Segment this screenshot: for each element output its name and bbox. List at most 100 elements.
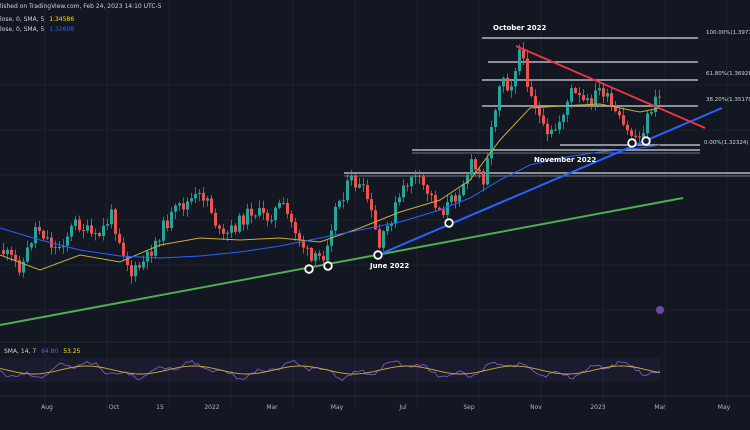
candle-body	[178, 203, 181, 206]
candle-body	[374, 210, 377, 230]
candle-body	[546, 123, 549, 135]
rsi-value-1: 64.80	[41, 348, 59, 355]
alert-icon	[656, 306, 664, 314]
candle-body	[318, 253, 321, 256]
candle-body	[534, 96, 537, 109]
candle-body	[450, 195, 453, 202]
candlestick-series	[2, 42, 661, 284]
candle-body	[322, 255, 325, 261]
x-tick-label: Mar	[654, 404, 666, 411]
candle-body	[262, 207, 265, 213]
candle-body	[506, 77, 509, 91]
candle-body	[642, 133, 645, 138]
candle-body	[310, 247, 313, 261]
candle-body	[346, 180, 349, 201]
candle-body	[614, 105, 617, 112]
candle-body	[70, 225, 73, 237]
candle-body	[650, 112, 653, 114]
candle-body	[198, 192, 201, 195]
touch-point-marker	[323, 261, 333, 271]
candle-body	[574, 88, 577, 93]
candle-body	[398, 197, 401, 203]
candle-body	[186, 201, 189, 210]
candle-body	[190, 198, 193, 202]
candle-body	[366, 185, 369, 200]
publish-text: lished on TradingView.com, Feb 24, 2023 …	[0, 3, 162, 10]
candle-body	[542, 115, 545, 124]
candle-body	[270, 220, 273, 222]
candle-body	[86, 225, 89, 231]
candle-body	[526, 58, 529, 87]
candle-body	[250, 208, 253, 216]
x-tick-label: Jul	[398, 404, 407, 411]
support-trendline	[0, 197, 684, 326]
candle-body	[518, 49, 521, 72]
candle-body	[578, 92, 581, 95]
candle-body	[98, 233, 101, 237]
candle-body	[94, 233, 97, 235]
candle-body	[278, 202, 281, 208]
x-tick-label: 2022	[204, 404, 219, 411]
touch-point-marker	[373, 250, 383, 260]
candle-body	[78, 219, 81, 231]
publish-line: lished on TradingView.com, Feb 24, 2023 …	[0, 3, 162, 10]
x-tick-label: Aug	[41, 404, 53, 411]
x-tick-label: Oct	[109, 404, 120, 411]
candle-body	[522, 49, 525, 59]
candle-body	[654, 96, 657, 113]
candle-body	[194, 194, 197, 199]
indicator-label: lose, 0, SMA, 5	[0, 26, 45, 33]
candle-body	[302, 240, 305, 248]
fib-level-label: 61.80%(1.36928)	[706, 71, 750, 77]
candle-body	[630, 130, 633, 136]
candle-body	[106, 224, 109, 226]
candle-body	[350, 175, 353, 181]
rising-trendline	[377, 107, 723, 256]
candle-body	[290, 213, 293, 223]
candle-body	[474, 159, 477, 170]
rsi-signal-line	[0, 365, 661, 375]
candle-body	[622, 115, 625, 125]
indicator-label: lose, 0, SMA, 5	[0, 16, 45, 23]
candle-body	[478, 169, 481, 172]
candle-body	[618, 111, 621, 116]
candle-body	[582, 94, 585, 101]
candle-body	[158, 240, 161, 242]
candle-body	[454, 195, 457, 202]
fib-level-label: 100.00%(1.39774)	[706, 30, 750, 36]
candle-body	[58, 246, 61, 248]
candle-body	[122, 242, 125, 256]
candle-body	[362, 184, 365, 186]
candle-body	[162, 220, 165, 241]
candle-body	[182, 203, 185, 210]
period-annotation: October 2022	[493, 24, 547, 32]
candle-body	[326, 245, 329, 261]
candle-body	[626, 124, 629, 131]
candle-body	[342, 200, 345, 202]
candle-body	[386, 225, 389, 232]
candle-body	[82, 230, 85, 232]
candle-body	[14, 254, 17, 261]
candle-body	[130, 265, 133, 277]
horizontal-levels	[344, 37, 750, 177]
candle-body	[286, 203, 289, 214]
candle-body	[282, 202, 285, 204]
candle-body	[266, 212, 269, 221]
candle-body	[554, 129, 557, 131]
candle-body	[166, 220, 169, 229]
candle-body	[126, 255, 129, 266]
candle-body	[446, 201, 449, 215]
candle-body	[18, 260, 21, 273]
indicator-value: 1.32608	[49, 26, 75, 33]
x-axis: Aug Oct 15 2022 Mar May Jul Sep Nov 2023 Mar May	[41, 404, 731, 411]
candle-body	[634, 135, 637, 137]
candle-body	[438, 207, 441, 210]
candle-body	[110, 209, 113, 225]
candle-body	[502, 77, 505, 87]
candle-body	[246, 208, 249, 225]
rsi-legend: SMA, 14, 7 64.80 53.25	[4, 348, 80, 355]
x-tick-label: May	[718, 404, 731, 411]
period-annotation: November 2022	[534, 156, 597, 164]
candle-body	[2, 250, 5, 254]
